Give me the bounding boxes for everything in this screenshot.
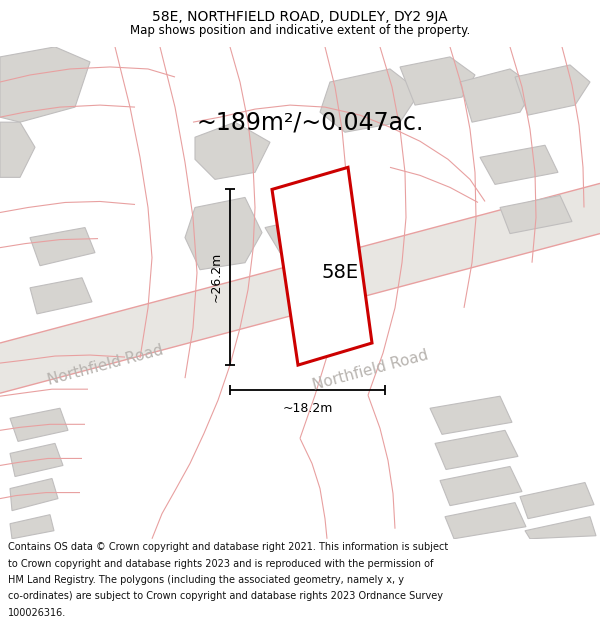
Text: 100026316.: 100026316. <box>8 608 66 618</box>
Text: Contains OS data © Crown copyright and database right 2021. This information is : Contains OS data © Crown copyright and d… <box>8 542 448 552</box>
Polygon shape <box>0 122 35 177</box>
Polygon shape <box>265 217 322 252</box>
Text: Map shows position and indicative extent of the property.: Map shows position and indicative extent… <box>130 24 470 36</box>
Polygon shape <box>10 479 58 511</box>
Text: co-ordinates) are subject to Crown copyright and database rights 2023 Ordnance S: co-ordinates) are subject to Crown copyr… <box>8 591 443 601</box>
Text: ~189m²/~0.047ac.: ~189m²/~0.047ac. <box>196 110 424 134</box>
Text: to Crown copyright and database rights 2023 and is reproduced with the permissio: to Crown copyright and database rights 2… <box>8 559 433 569</box>
Polygon shape <box>272 168 372 365</box>
Text: ~26.2m: ~26.2m <box>209 252 223 302</box>
Text: 58E: 58E <box>322 263 359 282</box>
Polygon shape <box>400 57 475 105</box>
Polygon shape <box>515 65 590 115</box>
Polygon shape <box>30 278 92 314</box>
Polygon shape <box>195 122 270 179</box>
Polygon shape <box>320 69 420 132</box>
Polygon shape <box>525 517 596 539</box>
Polygon shape <box>10 443 63 476</box>
Polygon shape <box>30 228 95 266</box>
Text: ~18.2m: ~18.2m <box>283 402 332 415</box>
Polygon shape <box>520 482 594 519</box>
Polygon shape <box>500 196 572 234</box>
Text: 58E, NORTHFIELD ROAD, DUDLEY, DY2 9JA: 58E, NORTHFIELD ROAD, DUDLEY, DY2 9JA <box>152 10 448 24</box>
Polygon shape <box>10 514 54 539</box>
Polygon shape <box>480 145 558 184</box>
Polygon shape <box>460 69 535 122</box>
Polygon shape <box>185 198 262 270</box>
Text: HM Land Registry. The polygons (including the associated geometry, namely x, y: HM Land Registry. The polygons (includin… <box>8 575 404 585</box>
Polygon shape <box>445 503 526 539</box>
Text: Northfield Road: Northfield Road <box>310 348 430 392</box>
Polygon shape <box>430 396 512 434</box>
Polygon shape <box>0 183 600 393</box>
Polygon shape <box>440 466 522 506</box>
Polygon shape <box>435 431 518 469</box>
Polygon shape <box>10 408 68 441</box>
Text: Northfield Road: Northfield Road <box>46 342 164 388</box>
Polygon shape <box>0 47 90 122</box>
